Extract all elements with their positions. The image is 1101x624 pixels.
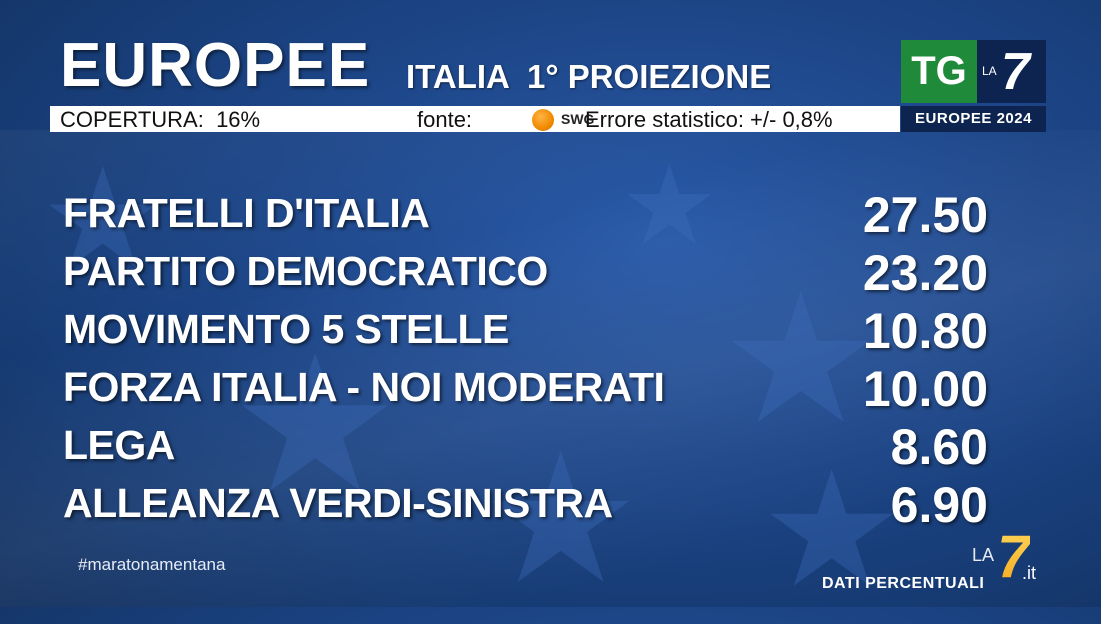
la7-corner-logo: LA 7 .it (972, 523, 1047, 590)
party-percentage: 8.60 (890, 419, 988, 475)
info-bar: COPERTURA: 16% fonte: SWG Errore statist… (50, 106, 900, 132)
corner-logo-seven: 7 (997, 523, 1031, 590)
tg-logo: TG (901, 40, 977, 103)
tg-la7-logo: TG LA 7 (901, 40, 1046, 103)
eu-star-icon: ★ (40, 138, 166, 301)
party-name: ALLEANZA VERDI-SINISTRA (63, 480, 613, 526)
party-percentage: 27.50 (862, 187, 988, 243)
flag-background (0, 130, 1101, 607)
coverage-label: COPERTURA: 16% (60, 107, 261, 132)
result-row: FORZA ITALIA - NOI MODERATI 10.00 (0, 361, 1101, 422)
page-subtitle: ITALIA 1° PROIEZIONE (406, 58, 772, 95)
result-row: LEGA 8.60 (0, 419, 1101, 480)
result-row: MOVIMENTO 5 STELLE 10.80 (0, 303, 1101, 364)
source-name: SWG (561, 111, 595, 127)
europee-2024-badge: EUROPEE 2024 (901, 106, 1046, 132)
party-name: FRATELLI D'ITALIA (63, 190, 430, 236)
party-percentage: 10.00 (862, 361, 988, 417)
data-note: DATI PERCENTUALI (822, 575, 985, 592)
hashtag: #maratonamentana (78, 555, 226, 574)
party-percentage: 6.90 (890, 477, 988, 533)
la7-logo-seven: 7 (1001, 43, 1030, 101)
result-row: PARTITO DEMOCRATICO 23.20 (0, 245, 1101, 306)
source-label: fonte: (417, 107, 473, 132)
party-percentage: 10.80 (862, 303, 988, 359)
la7-logo: LA 7 (977, 40, 1046, 103)
header: EUROPEE ITALIA 1° PROIEZIONE (0, 0, 1101, 105)
result-row: ALLEANZA VERDI-SINISTRA 6.90 (0, 477, 1101, 538)
party-name: LEGA (63, 422, 175, 468)
eu-star-icon: ★ (480, 415, 642, 624)
eu-star-icon: ★ (620, 141, 719, 269)
party-name: MOVIMENTO 5 STELLE (63, 306, 509, 352)
eu-star-icon: ★ (760, 436, 904, 623)
party-name: PARTITO DEMOCRATICO (63, 248, 548, 294)
result-row: FRATELLI D'ITALIA 27.50 (0, 187, 1101, 248)
la7-logo-la: LA (982, 64, 997, 78)
corner-logo-it: .it (1022, 563, 1037, 583)
corner-logo-la: LA (972, 545, 995, 565)
party-percentage: 23.20 (862, 245, 988, 301)
swg-logo-icon (532, 109, 554, 131)
eu-star-icon: ★ (720, 255, 882, 464)
eu-star-icon: ★ (230, 314, 401, 535)
page-title: EUROPEE (60, 31, 371, 100)
statistical-error: Errore statistico: +/- 0,8% (585, 107, 833, 132)
party-name: FORZA ITALIA - NOI MODERATI (63, 364, 665, 410)
